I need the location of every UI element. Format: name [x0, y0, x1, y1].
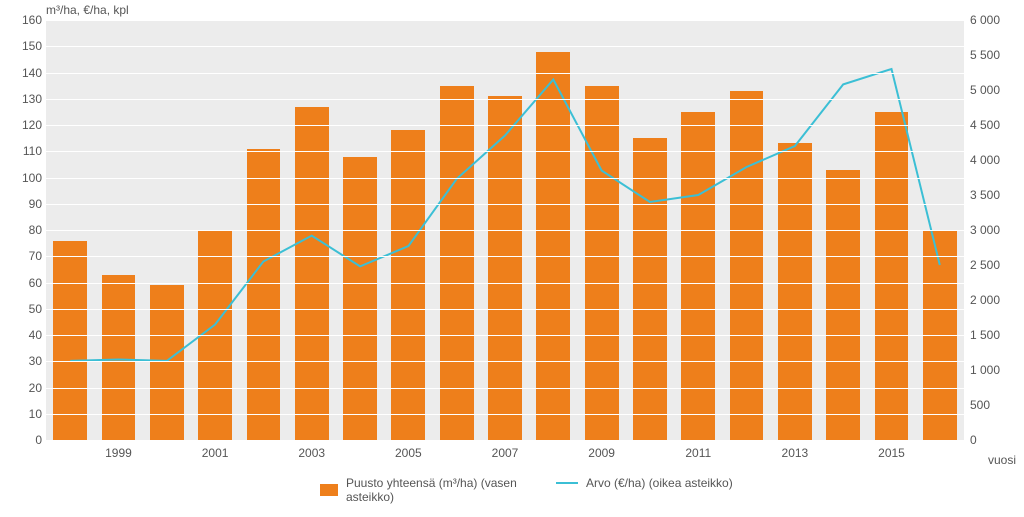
x-tick-label: 2015: [862, 446, 922, 460]
gridline: [46, 283, 964, 284]
right-tick-label: 4 500: [970, 118, 1020, 132]
legend-swatch-bar-icon: [320, 484, 338, 496]
right-tick-label: 3 000: [970, 223, 1020, 237]
left-tick-label: 40: [8, 328, 42, 342]
gridline: [46, 230, 964, 231]
left-tick-label: 110: [8, 144, 42, 158]
gridline: [46, 151, 964, 152]
legend-label-bars: Puusto yhteensä (m³/ha) (vasen asteikko): [346, 476, 526, 505]
right-tick-label: 5 500: [970, 48, 1020, 62]
gridline: [46, 73, 964, 74]
right-tick-label: 3 500: [970, 188, 1020, 202]
gridline: [46, 388, 964, 389]
gridline: [46, 20, 964, 21]
left-tick-label: 50: [8, 302, 42, 316]
gridline: [46, 99, 964, 100]
left-tick-label: 120: [8, 118, 42, 132]
chart-container: m³/ha, €/ha, kpl vuosi Puusto yhteensä (…: [0, 0, 1024, 517]
legend-label-line: Arvo (€/ha) (oikea asteikko): [586, 476, 733, 490]
left-tick-label: 10: [8, 407, 42, 421]
left-tick-label: 90: [8, 197, 42, 211]
legend: Puusto yhteensä (m³/ha) (vasen asteikko)…: [320, 476, 733, 505]
left-tick-label: 0: [8, 433, 42, 447]
x-axis-title: vuosi: [988, 453, 1016, 467]
legend-swatch-line-icon: [556, 482, 578, 484]
right-tick-label: 6 000: [970, 13, 1020, 27]
x-tick-label: 1999: [88, 446, 148, 460]
right-tick-label: 0: [970, 433, 1020, 447]
right-tick-label: 500: [970, 398, 1020, 412]
left-tick-label: 130: [8, 92, 42, 106]
left-tick-label: 60: [8, 276, 42, 290]
gridline: [46, 361, 964, 362]
gridline: [46, 414, 964, 415]
left-tick-label: 80: [8, 223, 42, 237]
right-tick-label: 2 500: [970, 258, 1020, 272]
x-tick-label: 2001: [185, 446, 245, 460]
gridline: [46, 46, 964, 47]
right-tick-label: 1 000: [970, 363, 1020, 377]
gridline: [46, 204, 964, 205]
gridline: [46, 335, 964, 336]
left-tick-label: 30: [8, 354, 42, 368]
gridline: [46, 125, 964, 126]
right-tick-label: 4 000: [970, 153, 1020, 167]
gridline: [46, 256, 964, 257]
x-tick-label: 2007: [475, 446, 535, 460]
x-tick-label: 2003: [282, 446, 342, 460]
x-tick-label: 2013: [765, 446, 825, 460]
left-tick-label: 20: [8, 381, 42, 395]
left-tick-label: 140: [8, 66, 42, 80]
left-tick-label: 150: [8, 39, 42, 53]
x-tick-label: 2011: [668, 446, 728, 460]
x-tick-label: 2005: [378, 446, 438, 460]
right-tick-label: 5 000: [970, 83, 1020, 97]
x-tick-label: 2009: [572, 446, 632, 460]
right-tick-label: 1 500: [970, 328, 1020, 342]
legend-item-line: Arvo (€/ha) (oikea asteikko): [556, 476, 733, 490]
left-tick-label: 100: [8, 171, 42, 185]
gridline: [46, 309, 964, 310]
left-axis-title: m³/ha, €/ha, kpl: [46, 3, 129, 17]
legend-item-bars: Puusto yhteensä (m³/ha) (vasen asteikko): [320, 476, 526, 505]
gridline: [46, 178, 964, 179]
left-tick-label: 160: [8, 13, 42, 27]
right-tick-label: 2 000: [970, 293, 1020, 307]
left-tick-label: 70: [8, 249, 42, 263]
